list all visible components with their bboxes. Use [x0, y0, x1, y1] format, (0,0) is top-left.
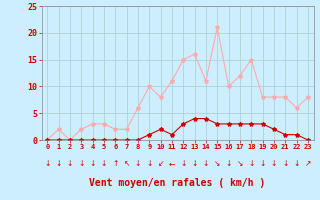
- Text: ↖: ↖: [124, 159, 130, 168]
- Text: ↓: ↓: [225, 159, 232, 168]
- Text: ↓: ↓: [248, 159, 254, 168]
- Text: ↓: ↓: [180, 159, 187, 168]
- Text: ↓: ↓: [44, 159, 51, 168]
- Text: ↓: ↓: [89, 159, 96, 168]
- Text: ↓: ↓: [293, 159, 300, 168]
- Text: ↘: ↘: [237, 159, 243, 168]
- Text: ↓: ↓: [78, 159, 84, 168]
- Text: ←: ←: [169, 159, 175, 168]
- Text: ↓: ↓: [101, 159, 107, 168]
- Text: ↓: ↓: [203, 159, 209, 168]
- Text: ↓: ↓: [271, 159, 277, 168]
- Text: ↗: ↗: [305, 159, 311, 168]
- Text: ↘: ↘: [214, 159, 220, 168]
- Text: ↓: ↓: [146, 159, 152, 168]
- Text: ↓: ↓: [67, 159, 73, 168]
- Text: ↓: ↓: [282, 159, 288, 168]
- Text: ↓: ↓: [191, 159, 198, 168]
- Text: ↓: ↓: [55, 159, 62, 168]
- Text: ↓: ↓: [260, 159, 266, 168]
- Text: ↑: ↑: [112, 159, 118, 168]
- Text: ↓: ↓: [135, 159, 141, 168]
- Text: Vent moyen/en rafales ( km/h ): Vent moyen/en rafales ( km/h ): [90, 178, 266, 188]
- Text: ↙: ↙: [157, 159, 164, 168]
